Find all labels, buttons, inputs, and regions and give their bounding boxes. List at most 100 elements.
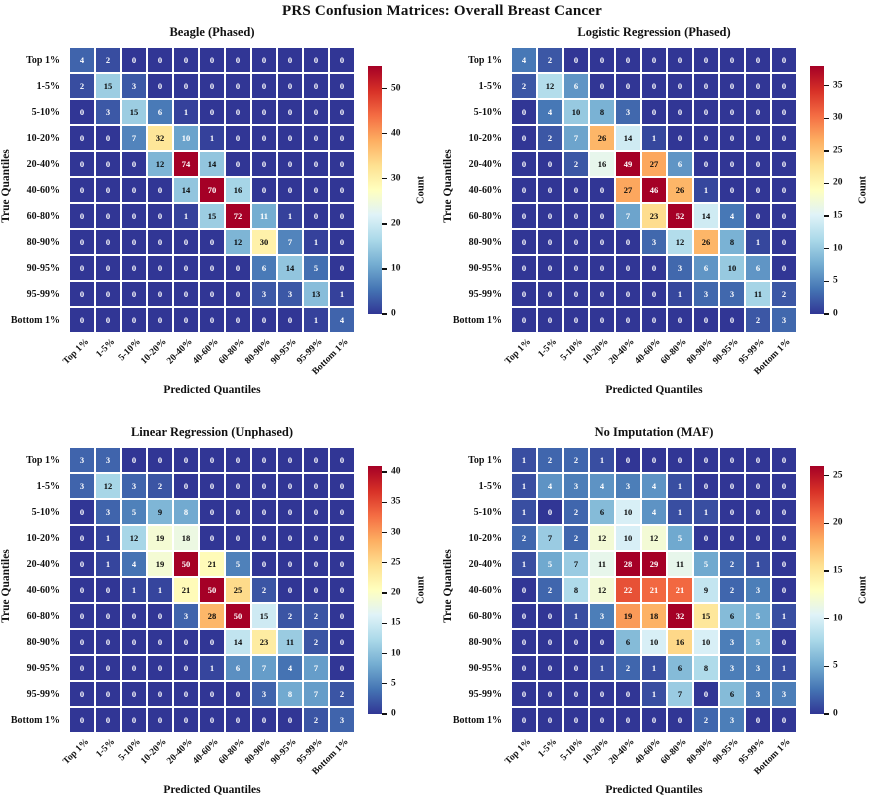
heatmap-cell: 6 [746,256,770,280]
heatmap-cell: 12 [590,526,614,550]
colorbar-tick-mark [824,713,829,715]
heatmap-cell: 3 [564,474,588,498]
heatmap-cell: 0 [96,708,120,732]
heatmap-cell: 11 [668,552,692,576]
heatmap-cell: 2 [278,604,302,628]
heatmap-cell: 0 [148,604,172,628]
y-tick: 80-90% [26,636,60,648]
colorbar-tick-mark [824,522,829,524]
heatmap-cell: 3 [70,448,94,472]
heatmap-cell: 3 [590,604,614,628]
heatmap-grid: 3 3 0 0 0 0 0 0 0 0 0 3 12 3 2 0 0 0 0 0 0 0 0 3 5 9 8 0 0 0 0 0 0 0 1 12 19… [70,448,354,732]
colorbar-tick-label: 0 [833,308,838,319]
heatmap-cell: 0 [668,48,692,72]
heatmap-cell: 0 [278,178,302,202]
heatmap-cell: 0 [330,256,354,280]
heatmap-cell: 18 [174,526,198,550]
heatmap-cell: 2 [564,152,588,176]
heatmap-cell: 0 [278,500,302,524]
heatmap-cell: 0 [720,448,744,472]
heatmap-cell: 3 [96,100,120,124]
heatmap-cell: 3 [616,100,640,124]
heatmap-cell: 3 [746,578,770,602]
heatmap-cell: 28 [200,604,224,628]
y-tick: 95-99% [468,288,502,300]
heatmap-cell: 0 [174,230,198,254]
heatmap-cell: 0 [512,308,536,332]
colorbar-tick-mark [382,178,387,180]
heatmap-cell: 21 [642,578,666,602]
heatmap-cell: 1 [668,474,692,498]
heatmap-cell: 0 [512,204,536,228]
heatmap-cell: 0 [538,308,562,332]
colorbar-gradient [810,66,824,314]
heatmap-cell: 0 [720,308,744,332]
y-tick: Bottom 1% [452,714,502,726]
heatmap-cell: 12 [590,578,614,602]
heatmap-cell: 50 [226,604,250,628]
heatmap-cell: 3 [772,308,796,332]
heatmap-cell: 6 [590,500,614,524]
heatmap-grid: 4 2 0 0 0 0 0 0 0 0 0 2 12 6 0 0 0 0 0 0 0 0 0 4 10 8 3 0 0 0 0 0 0 0 2 7 26… [512,48,796,332]
subplot-beagle-phased: Beagle (Phased) True Quantiles Top 1% 1-5… [0,20,442,418]
heatmap-cell: 0 [70,656,94,680]
heatmap-cell: 0 [226,308,250,332]
heatmap-cell: 0 [70,100,94,124]
heatmap-cell: 0 [642,74,666,98]
heatmap-cell: 32 [148,126,172,150]
colorbar-tick-mark [382,471,387,473]
heatmap-cell: 0 [616,708,640,732]
subplot-linear-regression-unphased: Linear Regression (Unphased) True Quanti… [0,420,442,807]
colorbar-tick-label: 20 [391,218,401,229]
heatmap-cell: 1 [694,500,718,524]
heatmap-cell: 0 [720,48,744,72]
heatmap-cell: 0 [70,500,94,524]
heatmap-cell: 0 [122,256,146,280]
colorbar-tick-mark [824,182,829,185]
x-tick: 90-95% [269,337,300,367]
y-tick: 60-80% [468,210,502,222]
heatmap-cell: 0 [96,656,120,680]
x-tick: 90-95% [711,737,742,767]
heatmap-cell: 8 [590,100,614,124]
heatmap-cell: 0 [330,526,354,550]
subplot-title: No Imputation (MAF) [594,425,714,439]
heatmap-cell: 12 [668,230,692,254]
x-tick: Top 1% [503,737,534,767]
heatmap-cell: 0 [252,126,276,150]
heatmap-cell: 0 [564,630,588,654]
y-tick: 20-40% [26,558,60,570]
heatmap-cell: 0 [70,308,94,332]
colorbar-tick-label: 10 [833,242,843,253]
heatmap-cell: 2 [512,74,536,98]
heatmap-cell: 0 [148,656,172,680]
heatmap-cell: 0 [278,578,302,602]
heatmap-cell: 0 [772,100,796,124]
heatmap-cell: 0 [304,552,328,576]
x-tick: Top 1% [61,337,92,367]
heatmap-cell: 7 [278,230,302,254]
colorbar-tick-mark [824,248,829,250]
colorbar-tick-label: 15 [833,565,843,576]
heatmap-cell: 0 [122,656,146,680]
y-tick: 1-5% [478,80,502,92]
heatmap-cell: 3 [252,282,276,306]
heatmap-cell: 0 [694,48,718,72]
colorbar-tick-mark [382,268,387,270]
heatmap-cell: 0 [122,178,146,202]
heatmap-cell: 0 [642,708,666,732]
heatmap-grid: 1 2 2 1 0 0 0 0 0 0 0 1 4 3 4 3 4 1 0 0 0 0 1 0 2 6 10 4 1 1 0 0 0 2 7 2 12 1… [512,448,796,732]
heatmap-cell: 0 [772,630,796,654]
heatmap-cell: 0 [122,448,146,472]
colorbar-tick-label: 50 [391,82,401,93]
colorbar-tick-label: 20 [391,587,401,598]
heatmap-cell: 0 [70,282,94,306]
heatmap-cell: 0 [616,74,640,98]
x-tick: 60-80% [217,737,248,767]
heatmap-cell: 7 [122,126,146,150]
heatmap-cell: 3 [720,656,744,680]
heatmap-cell: 3 [642,230,666,254]
heatmap-cell: 8 [174,500,198,524]
heatmap-cell: 2 [564,526,588,550]
heatmap-cell: 0 [96,282,120,306]
